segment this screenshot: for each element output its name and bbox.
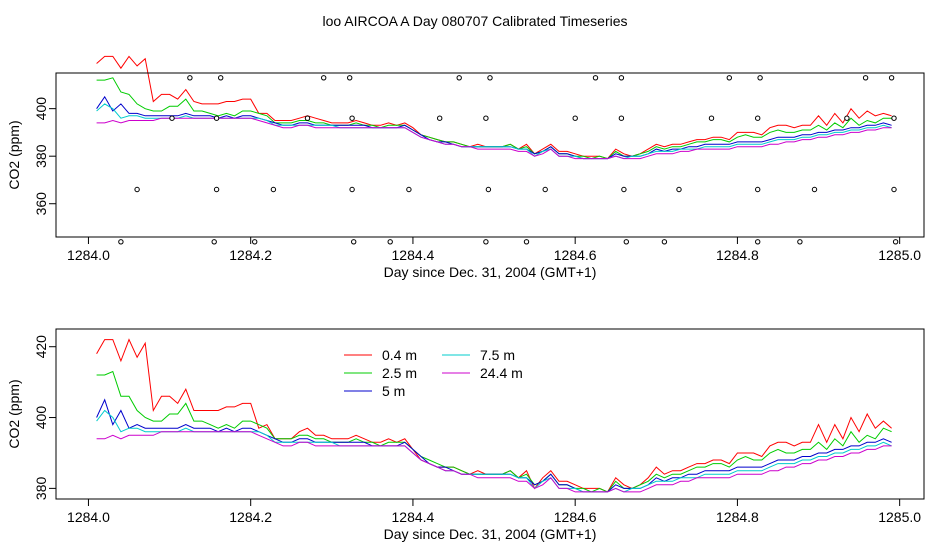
legend: 0.4 m 2.5 m 5 m 7.5 m 24.4 m [344, 347, 523, 399]
top-x-tick-label-0: 1284.0 [67, 247, 110, 263]
top-marker-12 [169, 115, 175, 121]
top-marker-11 [888, 75, 895, 81]
bottom-series-line-4 [96, 431, 892, 493]
bottom-x-tick-label-1: 1284.2 [229, 509, 272, 525]
top-marker-21 [755, 115, 761, 121]
top-marker-33 [755, 186, 761, 193]
top-x-tick-label-3: 1284.6 [554, 247, 597, 263]
top-x-tick-label-2: 1284.4 [392, 247, 435, 263]
bottom-series-line-3 [96, 409, 892, 493]
top-marker-31 [621, 186, 627, 193]
top-marker-24 [134, 186, 140, 193]
top-y-tick-label-0: 360 [33, 192, 49, 216]
top-marker-10 [862, 75, 869, 81]
top-marker-46 [797, 239, 803, 245]
bottom-panel: 1284.0 1284.2 1284.4 1284.6 1284.8 1285.0 380 4… [6, 328, 925, 542]
top-marker-34 [811, 186, 818, 193]
figure-title: loo AIRCOA A Day 080707 Calibrated Times… [322, 13, 627, 29]
top-marker-42 [523, 239, 530, 245]
bottom-y-axis-label: CO2 (ppm) [6, 379, 22, 448]
top-marker-41 [483, 239, 489, 245]
bottom-y-tick-label-2: 420 [33, 335, 49, 359]
top-marker-38 [252, 239, 258, 245]
legend-label-3: 7.5 m [480, 347, 515, 363]
top-marker-28 [406, 186, 412, 193]
top-y-tick-label-1: 380 [33, 144, 49, 168]
bottom-x-tick-label-0: 1284.0 [67, 509, 110, 525]
top-marker-23 [891, 115, 897, 121]
top-marker-15 [349, 115, 355, 121]
top-marker-2 [321, 75, 327, 81]
top-x-tick-label-1: 1284.2 [229, 247, 272, 263]
top-panel: 1284.0 1284.2 1284.4 1284.6 1284.8 1285.0 360 3… [6, 55, 925, 280]
top-marker-20 [708, 115, 715, 121]
bottom-x-tick-label-3: 1284.6 [554, 509, 597, 525]
bottom-plot-frame [55, 328, 925, 500]
top-marker-27 [349, 186, 355, 193]
top-marker-39 [351, 239, 357, 245]
top-marker-44 [661, 239, 668, 245]
bottom-y-tick-label-0: 380 [33, 476, 49, 500]
top-marker-5 [487, 75, 493, 81]
top-marker-26 [270, 186, 277, 193]
top-marker-25 [213, 186, 220, 193]
top-marker-30 [542, 186, 548, 193]
top-marker-0 [187, 75, 193, 81]
top-marker-45 [755, 239, 761, 245]
top-marker-32 [676, 186, 682, 193]
top-marker-16 [437, 115, 443, 121]
top-marker-22 [844, 115, 850, 121]
top-marker-4 [456, 75, 462, 81]
top-series-line-4 [96, 117, 892, 160]
top-marker-29 [485, 186, 492, 193]
top-marker-3 [347, 75, 353, 81]
top-x-tick-label-5: 1285.0 [878, 247, 921, 263]
top-marker-1 [218, 75, 224, 81]
top-marker-9 [757, 75, 763, 81]
top-marker-14 [304, 115, 311, 121]
legend-label-0: 0.4 m [382, 347, 417, 363]
bottom-y-tick-label-1: 400 [33, 406, 49, 430]
top-marker-8 [726, 75, 732, 81]
bottom-x-axis-label: Day since Dec. 31, 2004 (GMT+1) [384, 526, 597, 542]
bottom-x-tick-label-4: 1284.8 [716, 509, 759, 525]
top-marker-7 [618, 75, 625, 81]
bottom-x-tick-label-5: 1285.0 [878, 509, 921, 525]
top-marker-43 [623, 239, 629, 245]
legend-label-1: 2.5 m [382, 365, 417, 381]
top-marker-17 [483, 115, 489, 121]
top-y-tick-label-2: 400 [33, 97, 49, 121]
top-marker-37 [211, 239, 217, 245]
top-x-axis-label: Day since Dec. 31, 2004 (GMT+1) [384, 264, 597, 280]
top-x-tick-label-4: 1284.8 [716, 247, 759, 263]
legend-label-4: 24.4 m [480, 365, 523, 381]
top-series-line-0 [96, 55, 892, 160]
top-marker-18 [572, 115, 578, 121]
top-plot-frame [55, 72, 925, 238]
top-marker-35 [891, 186, 897, 193]
top-marker-40 [387, 239, 393, 245]
legend-label-2: 5 m [382, 383, 405, 399]
top-marker-13 [213, 115, 220, 121]
top-y-axis-label: CO2 (ppm) [6, 120, 22, 189]
top-marker-19 [618, 115, 625, 121]
bottom-x-tick-label-2: 1284.4 [392, 509, 435, 525]
top-marker-36 [118, 239, 124, 245]
top-marker-6 [592, 75, 599, 81]
top-marker-47 [892, 239, 899, 245]
